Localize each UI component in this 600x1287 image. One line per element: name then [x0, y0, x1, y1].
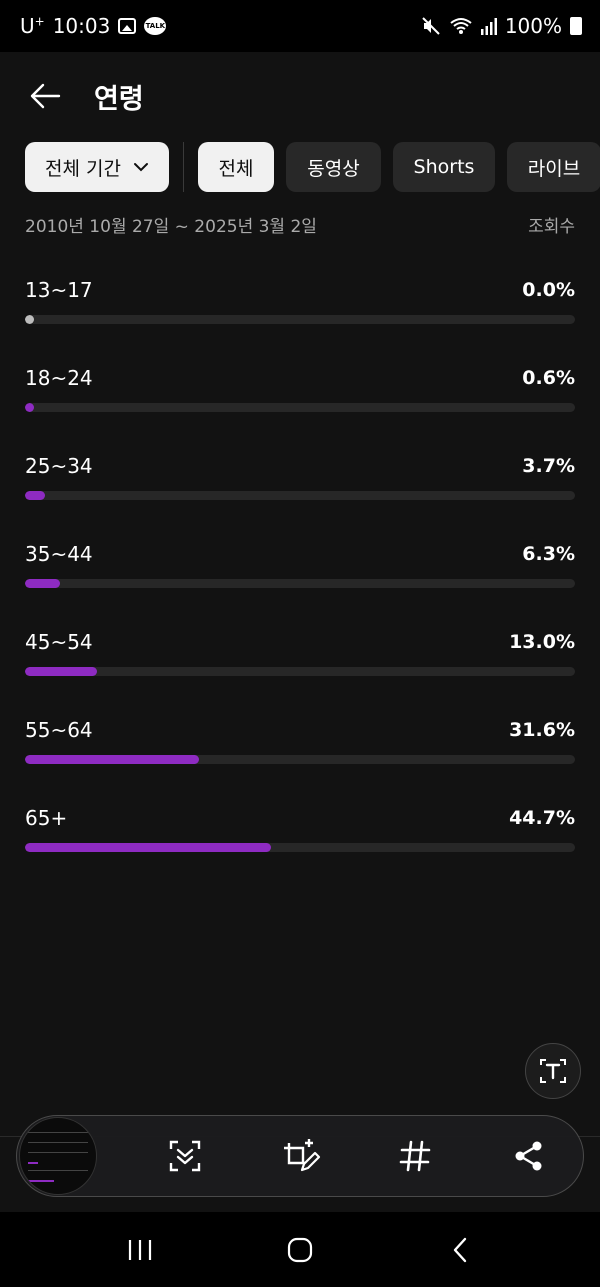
age-row: 18~24 0.6% — [25, 360, 575, 448]
age-bar-track — [25, 667, 575, 676]
chip-shorts[interactable]: Shorts — [393, 142, 495, 192]
age-row: 25~34 3.7% — [25, 448, 575, 536]
home-button[interactable] — [270, 1220, 330, 1280]
metric-label: 조회수 — [528, 217, 575, 237]
age-bar-fill — [25, 579, 60, 588]
age-row: 45~54 13.0% — [25, 624, 575, 712]
age-bar-track — [25, 491, 575, 500]
age-bar-track — [25, 315, 575, 324]
period-dropdown[interactable]: 전체 기간 — [25, 142, 169, 192]
date-range: 2010년 10월 27일 ~ 2025년 3월 2일 — [25, 217, 317, 237]
age-label: 18~24 — [25, 366, 93, 390]
age-percent: 0.0% — [522, 279, 575, 301]
age-percent: 6.3% — [522, 543, 575, 565]
age-row: 65+ 44.7% — [25, 800, 575, 888]
home-icon — [287, 1237, 313, 1262]
age-bar-fill — [25, 315, 34, 324]
back-arrow-icon — [30, 83, 61, 109]
scroll-capture-icon — [169, 1140, 201, 1172]
kakaotalk-notification-icon: TALK — [144, 17, 167, 35]
age-percent: 13.0% — [509, 631, 575, 653]
age-percent: 31.6% — [509, 719, 575, 741]
age-percent: 44.7% — [509, 807, 575, 829]
status-bar: U+ 10:03 TALK 100% — [0, 0, 600, 52]
hashtag-button[interactable] — [385, 1126, 445, 1186]
text-extract-button[interactable] — [525, 1043, 581, 1099]
age-percent: 0.6% — [522, 367, 575, 389]
age-bar-fill — [25, 403, 34, 412]
age-label: 35~44 — [25, 542, 93, 566]
chip-video[interactable]: 동영상 — [286, 142, 381, 192]
age-label: 45~54 — [25, 630, 93, 654]
crop-edit-icon — [284, 1139, 321, 1172]
scroll-capture-button[interactable] — [155, 1126, 215, 1186]
status-time: 10:03 — [52, 14, 111, 38]
chip-live[interactable]: 라이브 — [507, 142, 600, 192]
age-bar-fill — [25, 491, 46, 500]
screenshot-thumbnail[interactable] — [19, 1117, 97, 1195]
wifi-icon — [449, 16, 473, 36]
age-distribution-list: 13~17 0.0% 18~24 0.6% 25~34 3.7% 35~44 6.3% … — [25, 272, 575, 888]
crop-edit-button[interactable] — [271, 1126, 331, 1186]
age-row: 13~17 0.0% — [25, 272, 575, 360]
age-row: 35~44 6.3% — [25, 536, 575, 624]
age-bar-track — [25, 755, 575, 764]
system-nav-bar — [0, 1212, 600, 1287]
back-button[interactable] — [28, 79, 62, 113]
recent-apps-button[interactable] — [110, 1220, 170, 1280]
battery-percent: 100% — [504, 14, 562, 38]
age-bar-fill — [25, 843, 271, 852]
page-title: 연령 — [94, 83, 144, 115]
battery-icon — [570, 17, 582, 35]
age-bar-track — [25, 843, 575, 852]
age-bar-track — [25, 403, 575, 412]
screenshot-toolbar — [16, 1115, 584, 1197]
age-label: 13~17 — [25, 278, 93, 302]
signal-icon — [480, 17, 497, 35]
age-label: 65+ — [25, 806, 68, 830]
header: 연령 — [0, 52, 600, 140]
recent-apps-icon — [128, 1239, 152, 1260]
share-icon — [515, 1141, 542, 1171]
age-percent: 3.7% — [522, 455, 575, 477]
filter-chips: 전체 기간 전체 동영상 Shorts 라이브 — [25, 142, 600, 192]
age-bar-fill — [25, 667, 97, 676]
text-extract-icon — [540, 1059, 566, 1083]
hashtag-icon — [399, 1140, 431, 1172]
age-bar-track — [25, 579, 575, 588]
status-left: U+ 10:03 TALK — [20, 14, 167, 38]
system-back-button[interactable] — [430, 1220, 490, 1280]
chevron-down-icon — [133, 163, 148, 172]
share-button[interactable] — [499, 1126, 559, 1186]
chip-all[interactable]: 전체 — [198, 142, 274, 192]
chip-divider — [183, 142, 184, 192]
age-bar-fill — [25, 755, 199, 764]
age-label: 25~34 — [25, 454, 93, 478]
age-label: 55~64 — [25, 718, 93, 742]
carrier-label: U+ — [20, 14, 45, 38]
age-row: 55~64 31.6% — [25, 712, 575, 800]
period-label: 전체 기간 — [45, 157, 121, 180]
gallery-notification-icon — [118, 18, 137, 34]
status-right: 100% — [421, 14, 582, 38]
mute-icon — [421, 16, 441, 36]
date-range-row: 2010년 10월 27일 ~ 2025년 3월 2일 조회수 — [25, 212, 575, 237]
chevron-left-icon — [453, 1237, 467, 1262]
